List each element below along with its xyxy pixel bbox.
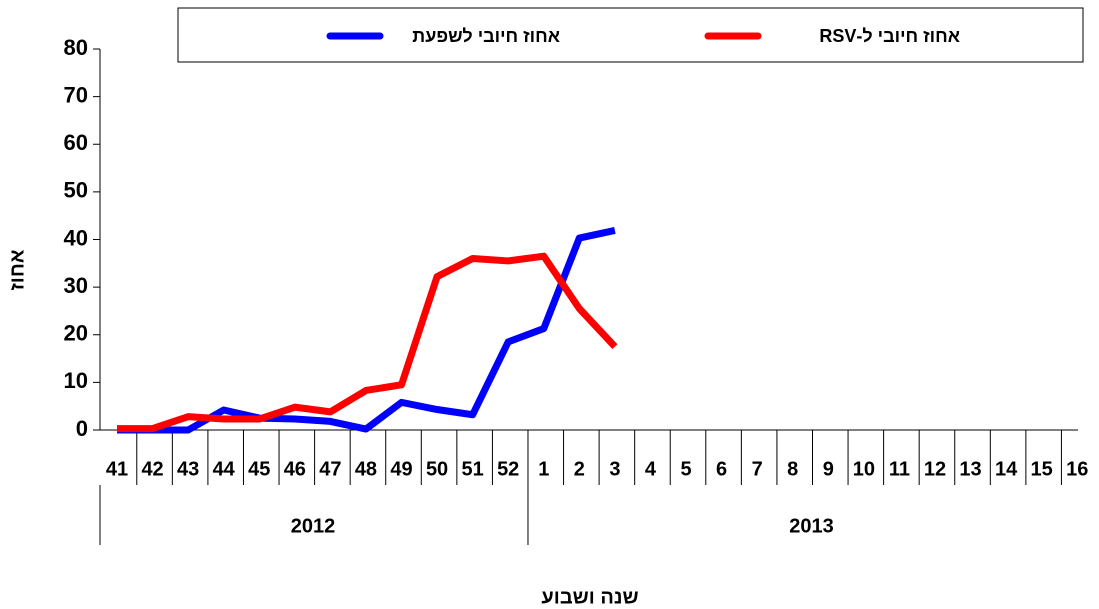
x-tick-label: 5: [680, 458, 691, 480]
x-tick-label: 12: [924, 458, 946, 480]
y-tick-label: 0: [76, 416, 88, 441]
x-tick-label: 42: [141, 458, 163, 480]
x-tick-label: 49: [390, 458, 412, 480]
y-tick-label: 40: [64, 225, 88, 250]
x-tick-label: 1: [538, 458, 549, 480]
x-tick-label: 51: [462, 458, 484, 480]
x-tick-label: 6: [716, 458, 727, 480]
data-line: [117, 227, 616, 434]
x-axis-title: שנה ושבוע: [541, 586, 638, 608]
y-tick-label: 50: [64, 178, 88, 203]
x-tick-label: 10: [853, 458, 875, 480]
data-line: [117, 252, 618, 433]
y-tick-label: 10: [64, 368, 88, 393]
x-tick-label: 3: [609, 458, 620, 480]
x-tick-label: 50: [426, 458, 448, 480]
x-tick-label: 41: [106, 458, 128, 480]
y-tick-label: 60: [64, 130, 88, 155]
x-tick-label: 52: [497, 458, 519, 480]
legend-label: אחוז חיובי ל-RSV: [819, 26, 960, 46]
x-tick-label: 7: [752, 458, 763, 480]
x-tick-label: 44: [213, 458, 236, 480]
x-tick-label: 2: [574, 458, 585, 480]
y-tick-label: 20: [64, 321, 88, 346]
y-tick-label: 30: [64, 273, 88, 298]
legend-label: אחוז חיובי לשפעת: [412, 26, 560, 46]
x-tick-label: 14: [995, 458, 1018, 480]
x-tick-label: 16: [1066, 458, 1088, 480]
y-tick-label: 70: [64, 82, 88, 107]
x-tick-label: 43: [177, 458, 199, 480]
x-tick-label: 4: [645, 458, 657, 480]
x-tick-label: 45: [248, 458, 270, 480]
y-tick-label: 80: [64, 35, 88, 60]
y-axis-title: אחוז: [6, 249, 28, 290]
group-label: 2013: [789, 515, 834, 537]
x-tick-label: 8: [787, 458, 798, 480]
x-tick-label: 48: [355, 458, 377, 480]
x-tick-label: 13: [959, 458, 981, 480]
x-tick-label: 15: [1031, 458, 1053, 480]
x-tick-label: 11: [889, 458, 910, 480]
x-tick-label: 9: [823, 458, 834, 480]
x-tick-label: 47: [319, 458, 341, 480]
x-tick-label: 46: [284, 458, 306, 480]
group-label: 2012: [291, 515, 336, 537]
